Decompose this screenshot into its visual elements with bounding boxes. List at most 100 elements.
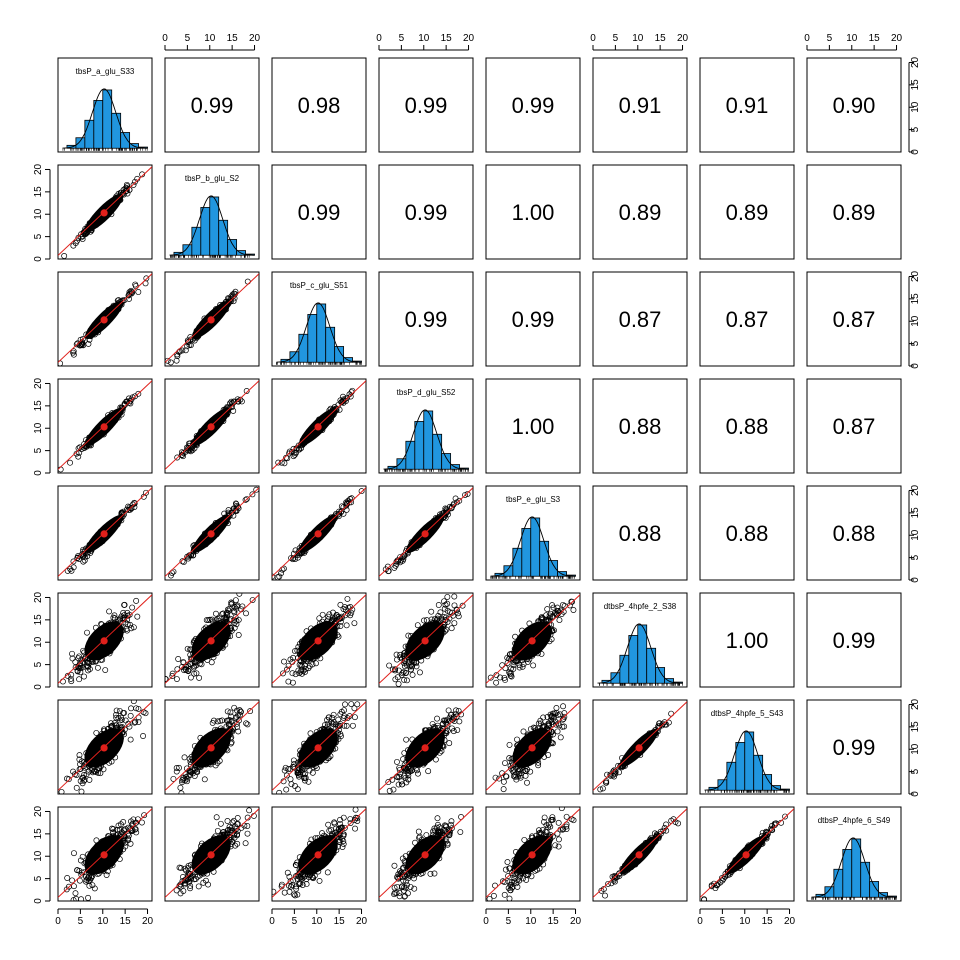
panel-frame bbox=[271, 164, 367, 260]
scatter-point bbox=[462, 492, 468, 498]
scatter-point bbox=[438, 615, 445, 622]
correlation-label: 0.90 bbox=[833, 93, 876, 118]
scatter-point bbox=[70, 558, 77, 565]
scatter-point bbox=[139, 171, 146, 178]
scatter-point bbox=[69, 650, 75, 657]
panel-4-3 bbox=[378, 485, 474, 581]
panel-2-6: 0.87 bbox=[699, 271, 795, 367]
scatter-point bbox=[67, 459, 74, 466]
scatter-point bbox=[349, 722, 356, 729]
scatter-point bbox=[287, 776, 294, 783]
correlation-label: 0.99 bbox=[512, 93, 555, 118]
correlation-label: 0.99 bbox=[833, 628, 876, 653]
scatter-point bbox=[182, 347, 189, 354]
scatter-point bbox=[399, 670, 406, 677]
scatter-point bbox=[140, 733, 147, 739]
scatter-point bbox=[305, 778, 312, 785]
correlation-label: 1.00 bbox=[512, 414, 555, 439]
scatter-point bbox=[178, 790, 185, 794]
scatter-point bbox=[329, 714, 336, 721]
scatter-points bbox=[58, 380, 152, 473]
scatter-point bbox=[570, 607, 577, 613]
scatter-point bbox=[224, 614, 230, 620]
scatter-point bbox=[400, 652, 407, 659]
scatter-point bbox=[332, 721, 339, 728]
scatter-point bbox=[81, 655, 88, 662]
scatter-points bbox=[593, 701, 687, 793]
scatter-point bbox=[186, 768, 193, 775]
histogram-bar bbox=[655, 667, 666, 684]
scatter-point bbox=[70, 242, 77, 249]
histogram-bar bbox=[512, 547, 523, 577]
scatter-point bbox=[386, 787, 393, 794]
panel-5-3 bbox=[378, 592, 474, 688]
scatter-point bbox=[130, 700, 137, 705]
center-point bbox=[100, 423, 108, 431]
center-point bbox=[207, 423, 215, 431]
scatter-point bbox=[336, 510, 343, 517]
scatter-point bbox=[134, 613, 141, 620]
scatter-point bbox=[512, 658, 519, 664]
scatter-point bbox=[129, 289, 136, 296]
scatter-point bbox=[79, 236, 86, 243]
scatter-points bbox=[165, 701, 259, 794]
scatter-point bbox=[229, 404, 236, 410]
scatter-point bbox=[336, 722, 343, 729]
scatter-point bbox=[340, 606, 347, 612]
scatter-point bbox=[335, 614, 342, 620]
panel-3-4: 1.00 bbox=[485, 378, 581, 474]
scatter-point bbox=[446, 714, 453, 721]
scatter-point bbox=[437, 609, 444, 616]
scatter-point bbox=[455, 613, 462, 620]
scatter-point bbox=[496, 775, 503, 782]
histogram-bar bbox=[289, 351, 300, 363]
scatter-point bbox=[297, 657, 304, 664]
scatter-point bbox=[444, 607, 451, 614]
panel-6-2 bbox=[271, 699, 367, 795]
variable-label: tbsP_a_glu_S33 bbox=[76, 67, 135, 76]
scatter-point bbox=[253, 486, 259, 493]
scatter-point bbox=[330, 616, 337, 623]
scatter-point bbox=[423, 617, 430, 624]
panel-4-6: 0.88 bbox=[699, 485, 795, 581]
scatter-point bbox=[384, 563, 391, 570]
panel-4-0 bbox=[57, 485, 153, 581]
scatter-point bbox=[123, 187, 130, 194]
scatter-point bbox=[178, 449, 185, 456]
center-point bbox=[528, 637, 536, 645]
scatter-point bbox=[551, 710, 558, 717]
histogram-bar bbox=[503, 565, 514, 577]
scatter-point bbox=[70, 768, 77, 775]
panel-4-5: 0.88 bbox=[592, 485, 688, 581]
histogram-bar bbox=[441, 453, 452, 470]
histogram-bar bbox=[325, 326, 336, 363]
center-point bbox=[314, 423, 322, 431]
scatter-point bbox=[520, 728, 527, 735]
scatter-point bbox=[69, 655, 76, 662]
scatter-point bbox=[492, 774, 499, 781]
scatter-point bbox=[599, 785, 606, 792]
scatter-point bbox=[130, 181, 137, 188]
scatter-point bbox=[223, 610, 230, 617]
scatter-point bbox=[207, 616, 213, 623]
scatter-point bbox=[301, 771, 308, 778]
scatter-point bbox=[232, 500, 239, 507]
panel-frame bbox=[592, 271, 688, 367]
correlation-label: 1.00 bbox=[726, 628, 769, 653]
scatter-point bbox=[74, 554, 81, 561]
histogram-bar bbox=[619, 654, 630, 684]
correlation-label: 0.89 bbox=[726, 200, 769, 225]
correlation-label: 0.88 bbox=[726, 414, 769, 439]
density-curve bbox=[169, 195, 255, 256]
scatter-point bbox=[493, 679, 500, 686]
correlation-label: 0.99 bbox=[512, 307, 555, 332]
scatter-point bbox=[113, 707, 120, 714]
scatter-point bbox=[212, 610, 219, 617]
scatter-point bbox=[385, 568, 392, 575]
scatter-point bbox=[77, 669, 84, 676]
variable-label: tbsP_c_glu_S51 bbox=[290, 281, 349, 290]
scatter-point bbox=[64, 567, 71, 574]
scatter-point bbox=[76, 665, 83, 672]
scatter-point bbox=[487, 674, 494, 681]
